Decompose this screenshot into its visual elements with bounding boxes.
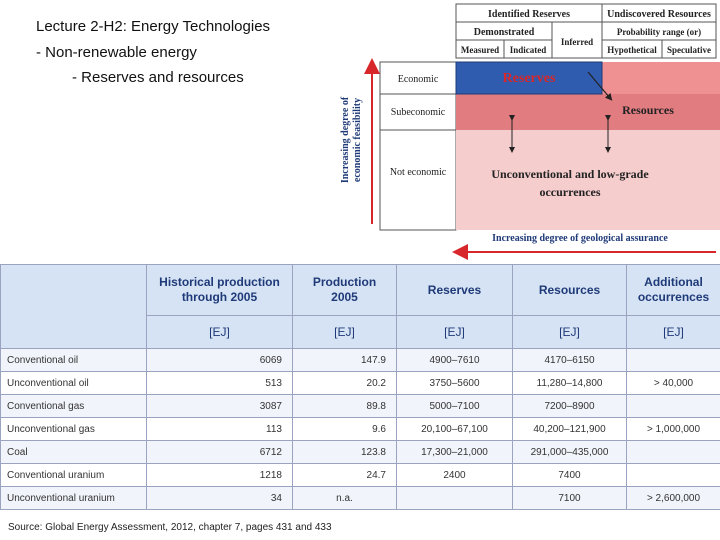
cell-production: 123.8 [292, 440, 397, 464]
row-label: Conventional uranium [0, 463, 147, 487]
cell-additional [626, 348, 720, 372]
label-lowgrade-line1: Unconventional and low-grade [491, 167, 649, 181]
label-measured: Measured [461, 45, 499, 55]
table-row: Unconventional oil 513 20.2 3750–5600 11… [0, 371, 720, 395]
cell-production: 24.7 [292, 463, 397, 487]
cell-resources: 291,000–435,000 [512, 440, 627, 464]
label-lowgrade-line2: occurrences [539, 185, 600, 199]
unit-cell: [EJ] [146, 315, 293, 349]
label-speculative: Speculative [667, 45, 711, 55]
zone-reserves [455, 61, 603, 95]
header-blank [0, 264, 147, 349]
cell-reserves: 20,100–67,100 [396, 417, 513, 441]
label-inferred: Inferred [561, 37, 593, 47]
row-economic-cell [379, 61, 457, 95]
label-not-economic: Not economic [390, 167, 447, 178]
cell-historical: 3087 [146, 394, 293, 418]
reserves-to-resources-arrow [587, 71, 613, 101]
cell-historical: 6069 [146, 348, 293, 372]
cell-historical: 1218 [146, 463, 293, 487]
slide-title-bold: Lecture 2-H2 [36, 18, 123, 35]
row-label: Unconventional uranium [0, 486, 147, 510]
cell-additional: > 1,000,000 [626, 417, 720, 441]
cell-historical: 513 [146, 371, 293, 395]
label-undiscovered: Undiscovered Resources [607, 9, 711, 20]
cell-resources: 4170–6150 [512, 348, 627, 372]
label-identified: Identified Reserves [488, 9, 570, 20]
cell-additional [626, 463, 720, 487]
cell-production: 89.8 [292, 394, 397, 418]
slide-title-rest: : Energy Technologies [122, 18, 271, 35]
cell-reserves: 17,300–21,000 [396, 440, 513, 464]
table-header-row: Historical production through 2005 Produ… [0, 264, 720, 349]
label-probability: Probability range (or) [617, 27, 701, 37]
resources-table-wrap: Historical production through 2005 Produ… [0, 264, 720, 512]
unit-cell: [EJ] [396, 315, 513, 349]
y-axis-label-line2: economic feasibility [352, 98, 363, 182]
table-row: Conventional uranium 1218 24.7 2400 7400 [0, 463, 720, 487]
row-label: Conventional oil [0, 348, 147, 372]
header-production: Production 2005 [292, 264, 397, 316]
x-axis-label: Increasing degree of geological assuranc… [492, 233, 668, 244]
cell-additional: > 40,000 [626, 371, 720, 395]
row-subeconomic-cell [379, 93, 457, 131]
label-reserves: Reserves [503, 71, 556, 86]
cell-resources: 7400 [512, 463, 627, 487]
y-axis-label-line1: Increasing degree of [340, 96, 351, 183]
cell-production: n.a. [292, 486, 397, 510]
header-additional: Additional occurrences [626, 264, 720, 316]
unit-cell: [EJ] [626, 315, 720, 349]
cell-production: 9.6 [292, 417, 397, 441]
cell-historical: 6712 [146, 440, 293, 464]
cell-resources: 7100 [512, 486, 627, 510]
table-row: Coal 6712 123.8 17,300–21,000 291,000–43… [0, 440, 720, 464]
zone-resources-top [602, 62, 720, 94]
diagram-header [455, 3, 717, 59]
cell-resources: 7200–8900 [512, 394, 627, 418]
cell-reserves: 3750–5600 [396, 371, 513, 395]
cell-production: 147.9 [292, 348, 397, 372]
cell-reserves: 5000–7100 [396, 394, 513, 418]
cell-reserves: 2400 [396, 463, 513, 487]
bullet-nonrenewable: - Non-renewable energy [36, 44, 197, 61]
cell-reserves [396, 486, 513, 510]
row-label: Conventional gas [0, 394, 147, 418]
unit-cell: [EJ] [292, 315, 397, 349]
zone-lowgrade [456, 130, 720, 230]
cell-resources: 40,200–121,900 [512, 417, 627, 441]
label-resources: Resources [622, 103, 674, 117]
header-reserves: Reserves [396, 264, 513, 316]
source-citation: Source: Global Energy Assessment, 2012, … [8, 522, 332, 533]
label-demonstrated: Demonstrated [474, 27, 535, 38]
header-resources: Resources [512, 264, 627, 316]
row-noteconomic-cell [379, 129, 457, 231]
mckelvey-diagram: Identified Reserves Undiscovered Resourc… [338, 0, 720, 260]
cell-reserves: 4900–7610 [396, 348, 513, 372]
cell-resources: 11,280–14,800 [512, 371, 627, 395]
label-indicated: Indicated [510, 45, 547, 55]
cell-production: 20.2 [292, 371, 397, 395]
table-units-row: [EJ] [EJ] [EJ] [EJ] [EJ] [1, 315, 720, 349]
label-subeconomic: Subeconomic [391, 107, 446, 118]
cell-additional [626, 394, 720, 418]
table-row: Conventional oil 6069 147.9 4900–7610 41… [0, 348, 720, 372]
cell-historical: 34 [146, 486, 293, 510]
zone-subeconomic [456, 94, 720, 130]
bullet-reserves-resources: - Reserves and resources [72, 69, 244, 86]
header-historical: Historical production through 2005 [146, 264, 293, 316]
table-row: Unconventional gas 113 9.6 20,100–67,100… [0, 417, 720, 441]
row-label: Coal [0, 440, 147, 464]
unit-cell: [EJ] [512, 315, 627, 349]
label-economic: Economic [398, 74, 439, 85]
label-hypothetical: Hypothetical [607, 45, 657, 55]
slide-title: Lecture 2-H2: Energy Technologies [36, 18, 270, 35]
table-row: Unconventional uranium 34 n.a. 7100 > 2,… [0, 486, 720, 510]
resources-table: Historical production through 2005 Produ… [0, 264, 720, 510]
table-row: Conventional gas 3087 89.8 5000–7100 720… [0, 394, 720, 418]
cell-additional: > 2,600,000 [626, 486, 720, 510]
row-label: Unconventional gas [0, 417, 147, 441]
cell-additional [626, 440, 720, 464]
cell-historical: 113 [146, 417, 293, 441]
row-label: Unconventional oil [0, 371, 147, 395]
